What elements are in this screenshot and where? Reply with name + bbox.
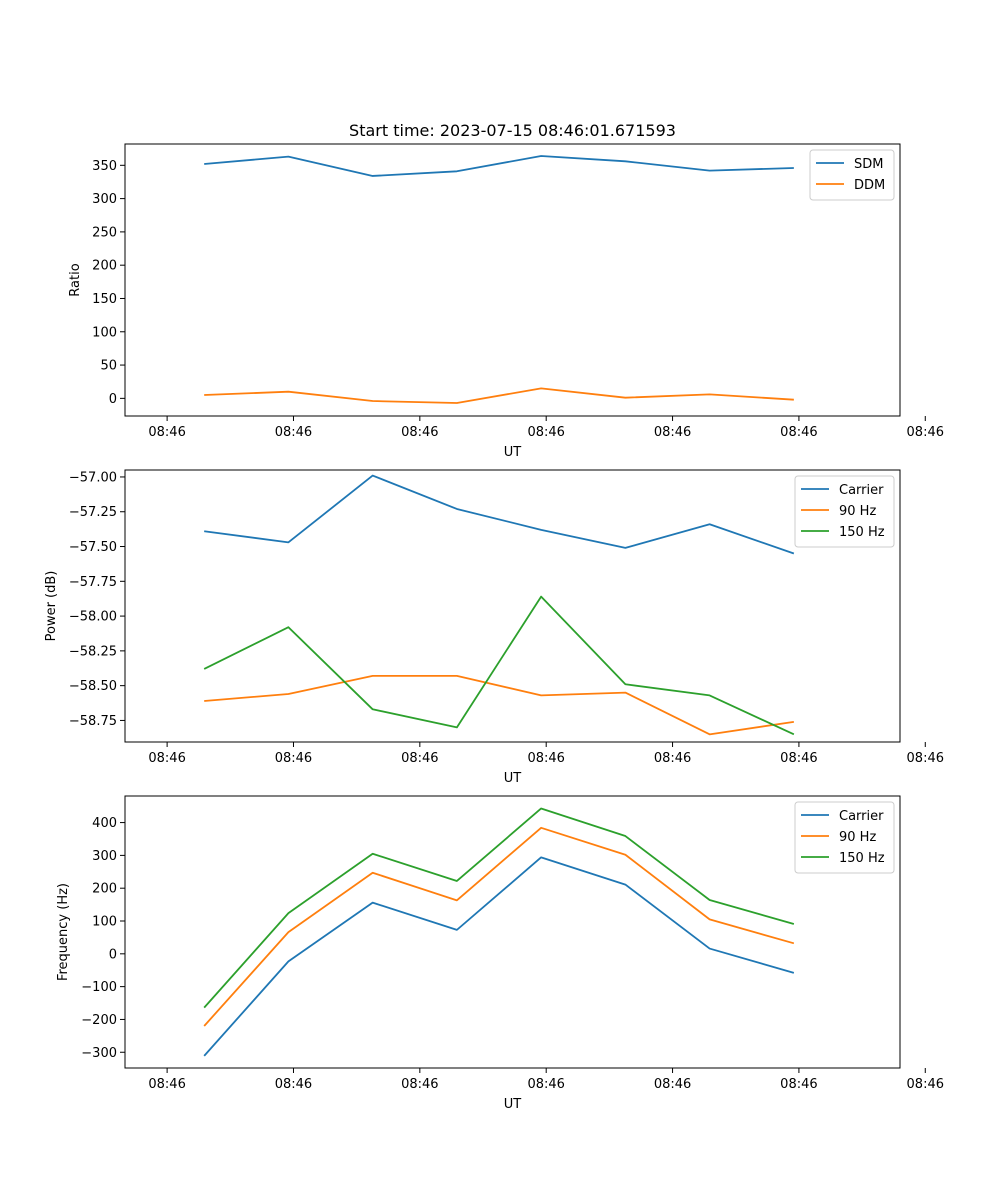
- legend: Carrier 90 Hz 150 Hz: [794, 475, 895, 548]
- series-line-carrier: [203, 856, 795, 1057]
- y-tick-label: −100: [81, 980, 117, 995]
- x-tick-label: 08:46: [401, 425, 438, 440]
- x-tick-label: 08:46: [907, 751, 944, 766]
- x-tick-label: 08:46: [654, 751, 691, 766]
- y-tick-label: 50: [100, 359, 117, 374]
- x-tick-label: 08:46: [654, 1077, 691, 1092]
- x-tick-label: 08:46: [275, 751, 312, 766]
- y-axis-label: Ratio: [68, 263, 83, 296]
- y-tick-label: 200: [92, 882, 117, 897]
- y-tick-label: 150: [92, 292, 117, 307]
- figure-title: Start time: 2023-07-15 08:46:01.671593: [349, 121, 676, 140]
- y-tick-label: 350: [92, 159, 117, 174]
- legend-label: Carrier: [839, 809, 884, 824]
- legend-label: Carrier: [839, 483, 884, 498]
- plot-frame: [124, 795, 901, 1069]
- x-tick-label: 08:46: [780, 1077, 817, 1092]
- y-tick-label: −200: [81, 1013, 117, 1028]
- legend-label: 150 Hz: [839, 525, 885, 540]
- x-tick-label: 08:46: [527, 425, 564, 440]
- y-tick-label: −58.75: [69, 714, 117, 729]
- chart-panel-3: 08:4608:4608:4608:4608:4608:4608:4608:47…: [56, 795, 944, 1112]
- series-line-90-hz: [203, 826, 795, 1027]
- legend-label: 90 Hz: [839, 830, 876, 845]
- legend-label: 90 Hz: [839, 504, 876, 519]
- chart-panel-1: 08:4608:4608:4608:4608:4608:4608:4608:47…: [68, 143, 944, 460]
- y-tick-label: −57.75: [69, 575, 117, 590]
- y-tick-label: −58.00: [69, 610, 117, 625]
- y-tick-label: 300: [92, 849, 117, 864]
- y-tick-label: 0: [109, 392, 117, 407]
- legend-label: 150 Hz: [839, 851, 885, 866]
- series-line-ddm: [204, 387, 794, 404]
- series-line-carrier: [204, 474, 795, 555]
- x-tick-label: 08:46: [527, 1077, 564, 1092]
- plot-frame: [124, 143, 901, 417]
- x-tick-label: 08:46: [527, 751, 564, 766]
- legend-box: [794, 801, 895, 874]
- y-tick-label: −57.25: [69, 505, 117, 520]
- y-tick-label: 0: [109, 947, 117, 962]
- x-tick-label: 08:46: [780, 425, 817, 440]
- y-tick-label: −57.00: [69, 470, 117, 485]
- x-tick-label: 08:46: [275, 1077, 312, 1092]
- series-line-90-hz: [204, 675, 794, 736]
- legend-label: DDM: [854, 178, 885, 193]
- y-tick-label: 100: [92, 915, 117, 930]
- x-tick-label: 08:46: [275, 425, 312, 440]
- x-tick-label: 08:46: [148, 425, 185, 440]
- chart-panel-2: 08:4608:4608:4608:4608:4608:4608:4608:47…: [44, 469, 944, 786]
- x-axis-label: UT: [504, 445, 522, 460]
- y-tick-label: −58.50: [69, 679, 117, 694]
- x-tick-label: 08:46: [907, 425, 944, 440]
- y-tick-label: 400: [92, 816, 117, 831]
- y-axis-label: Frequency (Hz): [56, 883, 71, 981]
- x-tick-label: 08:46: [401, 1077, 438, 1092]
- y-tick-label: −300: [81, 1046, 117, 1061]
- y-tick-label: −58.25: [69, 644, 117, 659]
- x-tick-label: 08:46: [148, 1077, 185, 1092]
- series-line-sdm: [204, 155, 794, 177]
- legend: Carrier 90 Hz 150 Hz: [794, 801, 895, 874]
- x-tick-label: 08:46: [907, 1077, 944, 1092]
- plot-frame: [124, 469, 901, 743]
- legend-label: SDM: [854, 157, 883, 172]
- y-tick-label: 200: [92, 259, 117, 274]
- y-axis-label: Power (dB): [44, 571, 59, 642]
- x-tick-label: 08:46: [780, 751, 817, 766]
- legend-box: [794, 475, 895, 548]
- y-tick-label: −57.50: [69, 540, 117, 555]
- series-line-150-hz: [203, 595, 795, 736]
- y-tick-label: 250: [92, 225, 117, 240]
- y-tick-label: 300: [92, 192, 117, 207]
- x-tick-label: 08:46: [148, 751, 185, 766]
- x-tick-label: 08:46: [654, 425, 691, 440]
- series-line-150-hz: [203, 807, 795, 1009]
- y-tick-label: 100: [92, 325, 117, 340]
- x-axis-label: UT: [504, 771, 522, 786]
- x-axis-label: UT: [504, 1097, 522, 1112]
- legend: SDM DDM: [809, 149, 895, 201]
- x-tick-label: 08:46: [401, 751, 438, 766]
